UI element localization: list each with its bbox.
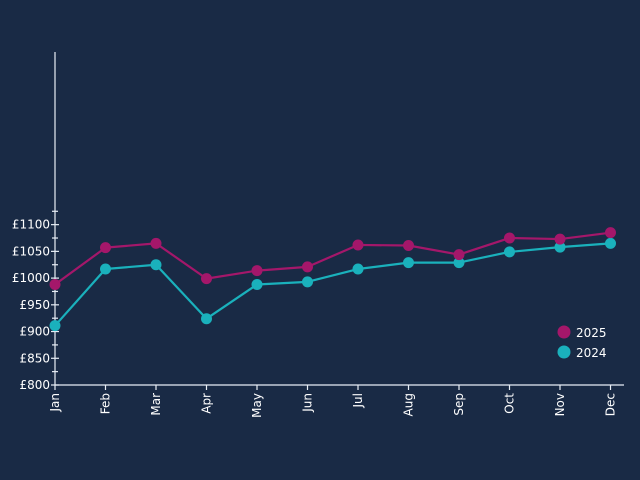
y-axis: £800 £850 £900 £950 £1000 £1050 £1100	[12, 52, 59, 392]
data-point-2024	[50, 320, 61, 331]
x-tick-label: Mar	[149, 393, 163, 416]
data-point-2024	[151, 259, 162, 270]
x-tick-label: Jan	[48, 393, 62, 413]
series-layer	[50, 227, 617, 331]
data-point-2025	[302, 261, 313, 272]
data-point-2024	[353, 264, 364, 275]
legend-marker-2025	[558, 326, 571, 339]
y-tick-label: £1000	[12, 271, 50, 285]
x-axis: Jan Feb Mar Apr May Jun Jul Aug Sep Oct Nov Dec	[48, 385, 624, 418]
legend-label-2024: 2024	[576, 346, 607, 360]
legend-label-2025: 2025	[576, 326, 607, 340]
x-tick-label: Aug	[402, 393, 416, 416]
x-tick-label: Dec	[604, 393, 618, 416]
x-tick-label: May	[250, 393, 264, 418]
x-tick-label: Oct	[503, 393, 517, 414]
x-tick-label: Jun	[301, 393, 315, 413]
data-point-2025	[555, 234, 566, 245]
data-point-2025	[504, 233, 515, 244]
y-tick-label: £1100	[12, 218, 50, 232]
data-point-2025	[151, 238, 162, 249]
series-2025	[50, 227, 617, 290]
data-point-2025	[201, 273, 212, 284]
data-point-2024	[504, 246, 515, 257]
y-tick-label: £900	[19, 325, 50, 339]
legend: 2025 2024	[558, 326, 607, 361]
data-point-2024	[100, 264, 111, 275]
y-tick-label: £950	[19, 298, 50, 312]
y-tick-label: £1050	[12, 244, 50, 258]
data-point-2025	[605, 227, 616, 238]
x-tick-label: Feb	[99, 393, 113, 414]
data-point-2025	[50, 279, 61, 290]
data-point-2024	[302, 276, 313, 287]
data-point-2025	[252, 265, 263, 276]
series-2024	[50, 238, 617, 331]
data-point-2024	[252, 279, 263, 290]
data-point-2025	[403, 240, 414, 251]
x-tick-label: Jul	[351, 393, 365, 408]
data-point-2024	[605, 238, 616, 249]
y-tick-label: £850	[19, 351, 50, 365]
series-line-2025	[55, 233, 611, 285]
legend-marker-2024	[558, 346, 571, 359]
data-point-2024	[201, 313, 212, 324]
x-tick-label: Apr	[200, 393, 214, 414]
data-point-2025	[454, 249, 465, 260]
data-point-2025	[353, 239, 364, 250]
data-point-2024	[403, 257, 414, 268]
data-point-2025	[100, 242, 111, 253]
y-tick-label: £800	[19, 378, 50, 392]
x-tick-label: Nov	[553, 393, 567, 416]
x-tick-label: Sep	[452, 393, 466, 416]
